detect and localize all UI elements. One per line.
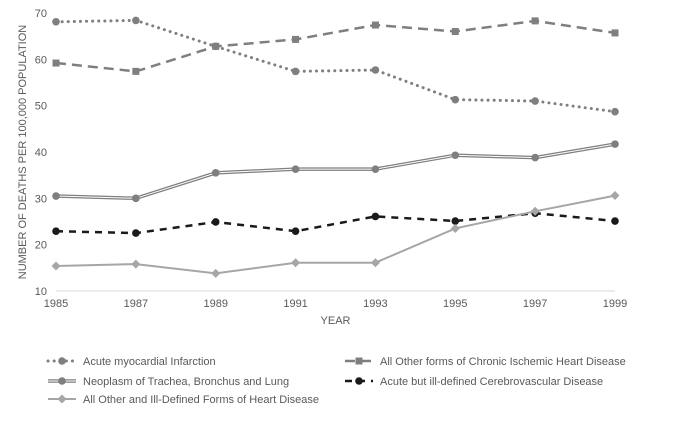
data-point-neoplasm-of-trachea-bronchus-and-lung-1985: [52, 192, 60, 200]
data-point-all-other-forms-of-chronic-ischemic-heart-disease-1985: [52, 59, 60, 67]
series-acute-myocardial-infarction: [52, 16, 619, 116]
legend-label-all-other-forms-of-chronic-ischemic-heart-disease: All Other forms of Chronic Ischemic Hear…: [380, 356, 626, 368]
y-tick-label-20: 20: [35, 240, 47, 252]
series-line-neoplasm-of-trachea-bronchus-and-lung-inner: [55, 143, 616, 199]
legend-item-acute-but-ill-defined-cerebrovascular-disease: Acute but ill-defined Cerebrovascular Di…: [345, 376, 603, 388]
data-point-all-other-and-ill-defined-forms-of-heart-disease-1987: [131, 259, 141, 269]
x-tick-label-1991: 1991: [283, 298, 307, 310]
data-point-acute-myocardial-infarction-1999: [611, 107, 619, 116]
data-point-all-other-and-ill-defined-forms-of-heart-disease-1991: [291, 258, 301, 268]
series-line-acute-myocardial-infarction: [54, 18, 617, 114]
legend-item-neoplasm-of-trachea-bronchus-and-lung: Neoplasm of Trachea, Bronchus and Lung: [48, 376, 289, 388]
data-point-acute-myocardial-infarction-1991: [291, 67, 300, 76]
x-tick-label-1997: 1997: [523, 298, 547, 310]
data-point-all-other-and-ill-defined-forms-of-heart-disease-1997: [530, 206, 540, 216]
series-line-neoplasm-of-trachea-bronchus-and-lung: [55, 142, 616, 201]
legend-label-acute-but-ill-defined-cerebrovascular-disease: Acute but ill-defined Cerebrovascular Di…: [380, 376, 603, 388]
legend-item-all-other-and-ill-defined-forms-of-heart-disease: All Other and Ill-Defined Forms of Heart…: [48, 394, 319, 406]
legend-swatch-marker-all-other-and-ill-defined-forms-of-heart-disease: [57, 394, 67, 404]
legend: Acute myocardial Infarction All Other for…: [46, 356, 626, 406]
series-line-all-other-forms-of-chronic-ischemic-heart-disease: [55, 19, 616, 73]
y-tick-label-10: 10: [35, 286, 47, 298]
y-tick-label-40: 40: [35, 147, 47, 159]
legend-swatch-marker-acute-but-ill-defined-cerebrovascular-disease: [355, 377, 363, 385]
y-tick-label-60: 60: [35, 54, 47, 66]
data-point-all-other-forms-of-chronic-ischemic-heart-disease-1993: [371, 21, 379, 29]
legend-label-acute-myocardial-infarction: Acute myocardial Infarction: [83, 356, 216, 368]
data-point-neoplasm-of-trachea-bronchus-and-lung-1999: [611, 140, 619, 148]
x-axis-title: YEAR: [321, 315, 351, 327]
data-point-acute-myocardial-infarction-1997: [531, 97, 539, 105]
y-tick-label-70: 70: [35, 8, 47, 20]
x-axis-ticks: 1985 1987 1989 1991 1993 1995 1997 1999: [44, 298, 627, 310]
data-point-acute-myocardial-infarction-1987: [132, 16, 140, 25]
data-point-acute-but-ill-defined-cerebrovascular-disease-1995: [451, 217, 460, 225]
x-tick-label-1985: 1985: [44, 298, 68, 310]
legend-swatch-marker-acute-myocardial-infarction: [58, 357, 66, 365]
legend-item-all-other-forms-of-chronic-ischemic-heart-disease: All Other forms of Chronic Ischemic Hear…: [345, 356, 626, 368]
data-point-all-other-and-ill-defined-forms-of-heart-disease-1999: [610, 191, 620, 201]
series-all-other-forms-of-chronic-ischemic-heart-disease: [52, 17, 619, 75]
data-point-all-other-forms-of-chronic-ischemic-heart-disease-1991: [292, 35, 300, 43]
legend-label-neoplasm-of-trachea-bronchus-and-lung: Neoplasm of Trachea, Bronchus and Lung: [83, 376, 289, 388]
data-point-neoplasm-of-trachea-bronchus-and-lung-1997: [531, 153, 539, 162]
data-point-neoplasm-of-trachea-bronchus-and-lung-1991: [291, 165, 300, 173]
data-point-acute-myocardial-infarction-1993: [371, 66, 380, 74]
data-point-acute-myocardial-infarction-1995: [451, 95, 460, 104]
data-point-acute-but-ill-defined-cerebrovascular-disease-1987: [132, 229, 140, 237]
data-point-all-other-forms-of-chronic-ischemic-heart-disease-1995: [451, 28, 459, 36]
data-point-acute-but-ill-defined-cerebrovascular-disease-1985: [52, 227, 60, 236]
x-tick-label-1989: 1989: [203, 298, 227, 310]
x-tick-label-1999: 1999: [603, 298, 627, 310]
series-all-other-and-ill-defined-forms-of-heart-disease: [51, 191, 620, 278]
data-point-acute-but-ill-defined-cerebrovascular-disease-1993: [371, 212, 380, 221]
data-point-neoplasm-of-trachea-bronchus-and-lung-1995: [451, 151, 460, 160]
x-tick-label-1993: 1993: [363, 298, 387, 310]
series-layer: [51, 16, 620, 278]
x-tick-label-1995: 1995: [443, 298, 467, 310]
y-tick-label-30: 30: [35, 193, 47, 205]
data-point-neoplasm-of-trachea-bronchus-and-lung-1993: [371, 165, 380, 173]
data-point-all-other-and-ill-defined-forms-of-heart-disease-1995: [450, 223, 460, 233]
data-point-acute-but-ill-defined-cerebrovascular-disease-1999: [611, 217, 619, 225]
x-tick-label-1987: 1987: [124, 298, 148, 310]
data-point-all-other-forms-of-chronic-ischemic-heart-disease-1987: [132, 67, 140, 75]
legend-swatch-marker-all-other-forms-of-chronic-ischemic-heart-disease: [355, 357, 363, 365]
data-point-all-other-forms-of-chronic-ischemic-heart-disease-1989: [212, 42, 220, 50]
legend-item-acute-myocardial-infarction: Acute myocardial Infarction: [46, 356, 216, 368]
data-point-all-other-forms-of-chronic-ischemic-heart-disease-1997: [531, 17, 539, 25]
data-point-acute-but-ill-defined-cerebrovascular-disease-1991: [291, 227, 300, 236]
data-point-all-other-and-ill-defined-forms-of-heart-disease-1993: [370, 258, 380, 268]
y-tick-label-50: 50: [35, 101, 47, 113]
data-point-neoplasm-of-trachea-bronchus-and-lung-1989: [211, 169, 220, 177]
series-line-all-other-and-ill-defined-forms-of-heart-disease: [55, 194, 616, 275]
legend-swatch-marker-neoplasm-of-trachea-bronchus-and-lung: [58, 377, 66, 385]
data-point-acute-myocardial-infarction-1985: [52, 18, 60, 26]
series-neoplasm-of-trachea-bronchus-and-lung: [52, 140, 619, 203]
data-point-neoplasm-of-trachea-bronchus-and-lung-1987: [132, 194, 140, 203]
data-point-all-other-and-ill-defined-forms-of-heart-disease-1985: [51, 261, 61, 271]
y-axis-ticks: 10 20 30 40 50 60 70: [35, 8, 47, 298]
series-line-acute-but-ill-defined-cerebrovascular-disease: [55, 211, 616, 235]
legend-label-all-other-and-ill-defined-forms-of-heart-disease: All Other and Ill-Defined Forms of Heart…: [83, 394, 319, 406]
data-point-acute-but-ill-defined-cerebrovascular-disease-1989: [211, 218, 220, 226]
data-point-all-other-forms-of-chronic-ischemic-heart-disease-1999: [611, 29, 619, 37]
y-axis-title: NUMBER OF DEATHS PER 100,000 POPULATION: [17, 25, 29, 280]
data-point-all-other-and-ill-defined-forms-of-heart-disease-1989: [211, 268, 221, 278]
